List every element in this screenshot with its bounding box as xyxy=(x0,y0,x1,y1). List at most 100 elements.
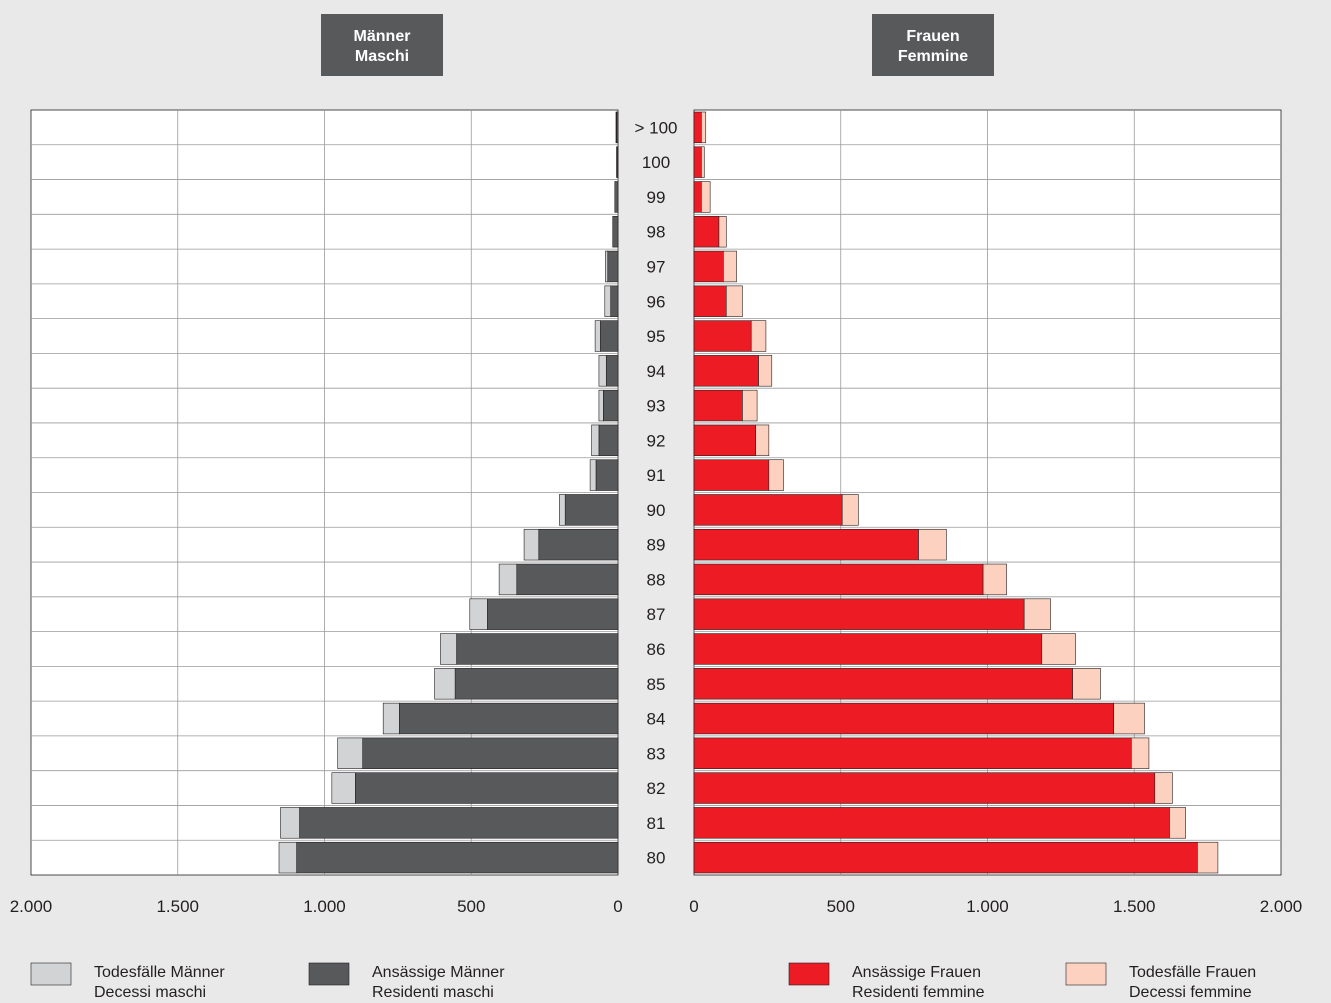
male-residents-bar xyxy=(296,841,619,874)
age-label: 86 xyxy=(647,640,666,659)
female-residents-bar xyxy=(693,702,1115,735)
male-residents-bar xyxy=(454,668,619,700)
male-x-tick-label: 0 xyxy=(613,897,622,916)
female-residents-bar xyxy=(693,563,984,596)
female-deaths-bar xyxy=(1197,841,1219,874)
male-deaths-bar xyxy=(615,111,617,144)
legend-swatch xyxy=(308,962,350,986)
age-label: 85 xyxy=(647,675,666,694)
female-deaths-bar xyxy=(768,459,784,491)
male-deaths-bar xyxy=(280,807,300,839)
age-label: 83 xyxy=(647,744,666,763)
age-label: > 100 xyxy=(634,118,677,137)
male-x-tick-label: 500 xyxy=(457,897,485,916)
female-deaths-bar xyxy=(723,250,737,283)
age-labels: > 100 100 99 98 97 96 95 94 93 92 91 90 89 88 87 86 85 84… xyxy=(634,118,677,867)
age-label: 90 xyxy=(647,501,666,520)
male-residents-bar xyxy=(603,389,619,422)
male-residents-bar xyxy=(399,702,619,735)
female-residents-bar xyxy=(693,459,770,491)
female-deaths-bar xyxy=(742,389,758,422)
female-residents-bar xyxy=(693,737,1132,769)
male-residents-bar xyxy=(299,807,619,839)
legend-label-secondary: Residenti maschi xyxy=(372,984,494,1001)
legend-label: Todesfälle Frauen xyxy=(1129,964,1256,981)
female-residents-bar xyxy=(693,494,843,526)
female-deaths-bar xyxy=(841,494,859,526)
male-deaths-bar xyxy=(605,250,609,283)
age-label: 97 xyxy=(647,257,666,276)
female-residents-bar xyxy=(693,285,727,317)
male-residents-bar xyxy=(538,528,619,561)
male-residents-bar xyxy=(355,772,619,804)
male-deaths-bar xyxy=(594,320,601,352)
male-residents-bar xyxy=(564,494,619,526)
age-label: 91 xyxy=(647,466,666,485)
female-x-tick-label: 2.000 xyxy=(1260,897,1303,916)
male-residents-bar xyxy=(516,563,619,596)
age-label: 84 xyxy=(647,710,666,729)
male-deaths-bar xyxy=(278,841,297,874)
female-deaths-bar xyxy=(1113,702,1145,735)
male-header: Männer Maschi xyxy=(321,14,443,76)
female-deaths-bar xyxy=(701,146,705,178)
male-deaths-bar xyxy=(337,737,363,769)
female-x-tick-label: 500 xyxy=(827,897,855,916)
female-residents-bar xyxy=(693,528,919,561)
female-deaths-bar xyxy=(1041,633,1076,665)
male-residents-bar xyxy=(487,598,619,630)
female-deaths-bar xyxy=(1131,737,1150,769)
male-deaths-bar xyxy=(382,702,400,735)
male-residents-bar xyxy=(613,216,619,248)
male-x-tick-label: 1.000 xyxy=(303,897,346,916)
female-residents-bar xyxy=(693,841,1198,874)
female-residents-bar xyxy=(693,633,1043,665)
age-label: 98 xyxy=(647,223,666,242)
legend-label: Todesfälle Männer xyxy=(94,964,225,981)
legend-swatch xyxy=(1065,962,1107,986)
female-x-tick-label: 0 xyxy=(689,897,698,916)
male-deaths-bar xyxy=(498,563,518,596)
female-deaths-bar xyxy=(982,563,1007,596)
female-deaths-bar xyxy=(1023,598,1051,630)
female-deaths-bar xyxy=(718,216,727,248)
female-deaths-bar xyxy=(758,355,773,387)
female-residents-bar xyxy=(693,807,1170,839)
male-residents-bar xyxy=(456,633,619,665)
male-x-tick-label: 1.500 xyxy=(156,897,199,916)
female-deaths-bar xyxy=(755,424,770,457)
female-residents-bar xyxy=(693,424,756,457)
male-deaths-bar xyxy=(591,424,600,457)
female-residents-bar xyxy=(693,772,1156,804)
age-label: 80 xyxy=(647,849,666,868)
female-deaths-bar xyxy=(701,111,707,144)
age-label: 87 xyxy=(647,605,666,624)
female-residents-bar xyxy=(693,216,720,248)
age-label: 82 xyxy=(647,779,666,798)
male-deaths-bar xyxy=(434,668,456,700)
female-header-line-1: Frauen xyxy=(906,28,959,45)
male-deaths-bar xyxy=(598,389,604,422)
age-label: 100 xyxy=(642,153,670,172)
female-x-tick-label: 1.000 xyxy=(966,897,1009,916)
female-deaths-bar xyxy=(750,320,767,352)
female-residents-bar xyxy=(693,598,1025,630)
male-deaths-bar xyxy=(440,633,457,665)
age-label: 96 xyxy=(647,292,666,311)
male-deaths-bar xyxy=(598,355,607,387)
female-residents-bar xyxy=(693,355,759,387)
male-residents-bar xyxy=(598,424,619,457)
legend-label-secondary: Residenti femmine xyxy=(852,984,985,1001)
male-deaths-bar xyxy=(616,146,618,178)
age-label: 88 xyxy=(647,570,666,589)
female-residents-bar xyxy=(693,181,702,213)
female-x-tick-label: 1.500 xyxy=(1113,897,1156,916)
female-deaths-bar xyxy=(701,181,711,213)
legend-label: Ansässige Männer xyxy=(372,964,505,981)
male-deaths-bar xyxy=(331,772,356,804)
male-deaths-bar xyxy=(558,494,566,526)
legend-label: Ansässige Frauen xyxy=(852,964,981,981)
legend-label-secondary: Decessi maschi xyxy=(94,984,206,1001)
female-deaths-bar xyxy=(1154,772,1173,804)
male-x-tick-label: 2.000 xyxy=(10,897,53,916)
